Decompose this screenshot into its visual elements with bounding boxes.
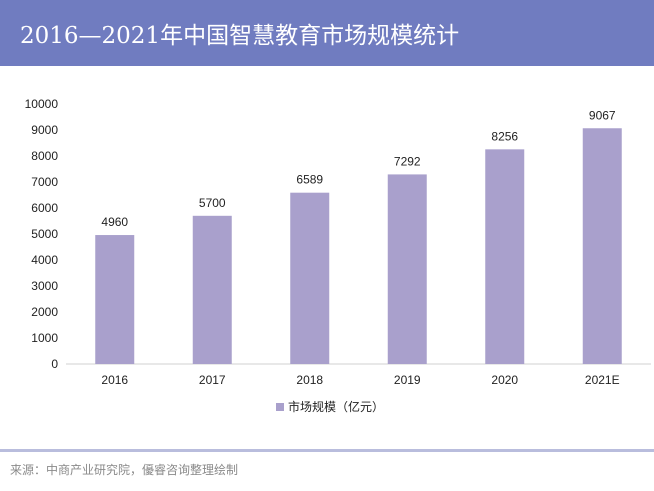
chart-area: 0 1000 2000 3000 4000 5000 6000 7000 8000 9000 100… [0,66,654,448]
legend-label: 市场规模（亿元） [288,399,384,414]
data-label-2016: 4960 [101,215,128,229]
y-tick-label: 4000 [31,253,58,267]
bar-2021E [582,128,622,364]
chart-title: 2016—2021年中国智慧教育市场规模统计 [20,23,460,49]
bar-2020 [485,149,525,364]
y-tick-label: 7000 [31,175,58,189]
data-label-2017: 5700 [199,196,226,210]
x-tick-label-2017: 2017 [199,373,226,387]
y-tick-label: 3000 [31,279,58,293]
data-label-2020: 8256 [491,129,518,143]
y-tick-label: 1000 [31,331,58,345]
y-tick-label: 5000 [31,227,58,241]
x-tick-label-2021E: 2021E [585,373,620,387]
y-tick-label: 10000 [25,97,59,111]
x-tick-label-2020: 2020 [491,373,518,387]
bar-2019 [387,174,427,364]
bar-2016 [95,235,135,364]
x-tick-label-2019: 2019 [394,373,421,387]
y-tick-label: 2000 [31,305,58,319]
data-label-2018: 6589 [296,173,323,187]
legend-swatch [276,403,284,411]
title-banner: 2016—2021年中国智慧教育市场规模统计 [0,0,654,66]
bar-2018 [290,192,330,364]
y-tick-label: 0 [51,357,58,371]
bar-2017 [192,215,232,364]
y-tick-label: 6000 [31,201,58,215]
data-label-2019: 7292 [394,154,421,168]
bar-chart: 0 1000 2000 3000 4000 5000 6000 7000 8000 9000 100… [25,97,651,414]
footer-divider [0,449,654,452]
source-note: 来源：中商产业研究院，優睿咨询整理绘制 [10,463,239,477]
x-tick-label-2016: 2016 [101,373,128,387]
y-tick-label: 8000 [31,149,58,163]
y-tick-label: 9000 [31,123,58,137]
data-label-2021E: 9067 [589,108,616,122]
x-tick-label-2018: 2018 [296,373,323,387]
